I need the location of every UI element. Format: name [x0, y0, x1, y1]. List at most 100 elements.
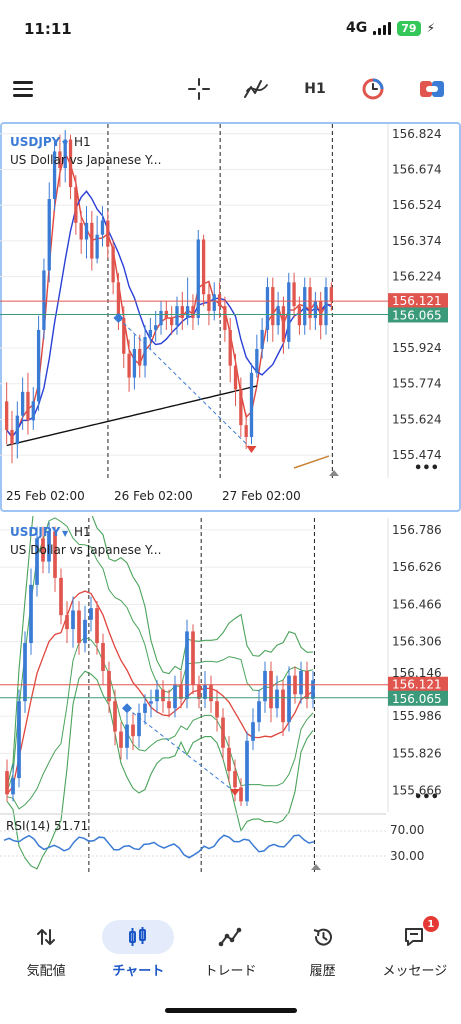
candle-body [132, 348, 137, 378]
nav-quotes-label: 気配値 [26, 964, 66, 979]
trade-entry-marker [113, 313, 124, 324]
candle-body [65, 615, 69, 630]
candle-body [58, 151, 62, 169]
time-axis-label: 26 Feb 02:00 [114, 489, 193, 503]
candle-body [249, 372, 254, 438]
price-axis-label: 155.624 [392, 412, 442, 426]
chart-shift-marker [311, 864, 321, 870]
chart-2-symbol-dropdown-icon[interactable]: ▼ [62, 529, 69, 538]
candle-body [197, 684, 201, 699]
candle-body [313, 301, 318, 319]
new-order-icon[interactable] [418, 76, 446, 102]
candle-body [5, 771, 9, 795]
chart-1-description: US Dollar vs Japanese Y... [10, 153, 161, 167]
candle-body [175, 306, 179, 326]
bollinger-upper-line [6, 516, 314, 788]
bid-price-label: 156.121 [392, 294, 442, 308]
candle-body [113, 701, 117, 732]
ask-price-label: 156.065 [392, 308, 442, 322]
nav-chart[interactable]: チャート [94, 912, 182, 992]
candle-body [83, 619, 87, 644]
candle-body [10, 429, 14, 445]
nav-quotes[interactable]: 気配値 [2, 912, 90, 992]
candle-body [100, 220, 105, 235]
messages-badge: 1 [422, 916, 439, 932]
candle-body [138, 348, 142, 366]
candle-body [185, 306, 190, 319]
chart-1-more-icon[interactable]: ••• [414, 461, 439, 476]
candle-body [143, 703, 147, 713]
candle-body [287, 282, 291, 342]
nav-history-label: 履歴 [309, 964, 336, 979]
quotes-icon [10, 920, 82, 954]
candle-body [71, 610, 75, 630]
candle-body [23, 643, 27, 702]
candle-body [159, 310, 163, 326]
candle-body [281, 306, 286, 342]
candle-body [255, 348, 259, 373]
candle-body [311, 680, 315, 699]
bollinger-inner-lower-line [6, 636, 314, 810]
rsi-level-30: 30.00 [390, 849, 424, 863]
price-axis-label: 156.466 [392, 597, 442, 611]
candle-body [215, 701, 219, 718]
nav-trade[interactable]: トレード [186, 912, 274, 992]
candle-body [203, 684, 207, 699]
ask-price-tag [388, 690, 448, 706]
candle-body [137, 712, 141, 737]
rsi-line [3, 834, 315, 859]
ask-price-label: 156.065 [392, 692, 442, 706]
candle-body [131, 724, 135, 737]
nav-messages[interactable]: 1 メッセージ [371, 912, 459, 992]
menu-icon[interactable] [12, 76, 34, 102]
crosshair-icon[interactable] [186, 76, 212, 102]
candle-body [5, 401, 9, 430]
candle-body [167, 701, 171, 709]
candle-body [191, 631, 195, 685]
candle-body [191, 306, 195, 319]
candle-body [263, 670, 267, 702]
candle-body [324, 287, 328, 326]
candle-body [217, 294, 222, 307]
candle-body [52, 151, 57, 200]
chart-2-more-icon[interactable]: ••• [414, 790, 439, 805]
candle-body [228, 329, 232, 366]
candle-body [233, 771, 237, 788]
nav-messages-label: メッセージ [382, 964, 448, 979]
candle-body [265, 287, 270, 330]
candle-body [271, 287, 275, 326]
price-axis-label: 156.674 [392, 163, 442, 177]
bid-price-tag [388, 676, 448, 692]
candle-body [17, 701, 21, 779]
bid-price-tag [388, 293, 448, 309]
candle-body [116, 282, 121, 319]
candle-body [106, 220, 110, 247]
one-click-trading-icon[interactable] [360, 76, 386, 102]
candle-body [95, 608, 99, 644]
candle-body [101, 643, 105, 671]
chart-pane-2[interactable]: 156.121 156.065 USDJPY ▼ H1 US Dollar vs … [0, 516, 461, 878]
candle-body [319, 301, 323, 326]
candle-body [15, 415, 19, 445]
home-indicator [165, 1008, 297, 1013]
candle-body [299, 670, 303, 695]
bid-price-label: 156.121 [392, 678, 442, 692]
chart-1-symbol-dropdown-icon[interactable]: ▼ [62, 139, 69, 148]
charging-icon: ⚡ [426, 21, 435, 35]
candle-body [90, 222, 94, 259]
chart-2-background [0, 516, 461, 878]
chart-pane-1[interactable]: 156.121 156.065 USDJPY ▼ H1 US Dollar vs … [0, 122, 461, 512]
candle-body [127, 353, 131, 378]
candle-body [68, 139, 73, 188]
timeframe-button[interactable]: H1 [300, 76, 330, 102]
price-axis-label: 156.306 [392, 635, 442, 649]
history-icon [287, 920, 359, 954]
long-ma-line [6, 385, 257, 447]
nav-history[interactable]: 履歴 [279, 912, 367, 992]
candle-body [303, 287, 307, 326]
candle-body [260, 329, 264, 349]
candle-body [11, 778, 15, 795]
indicators-icon[interactable] [242, 76, 270, 102]
